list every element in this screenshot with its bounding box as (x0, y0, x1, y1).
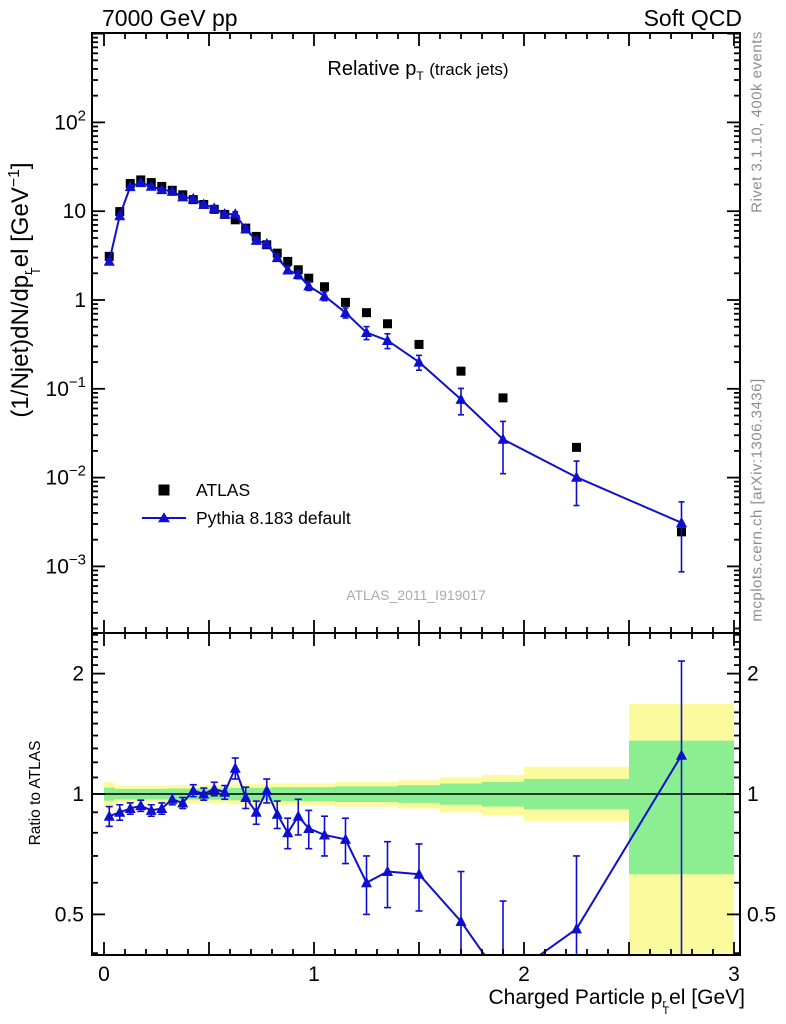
side-note-generator: Rivet 3.1.10, 400k events (748, 31, 766, 213)
header-process-group: Soft QCD (643, 5, 742, 31)
plot-title: Relative pT (track jets) (327, 58, 509, 83)
svg-text:1: 1 (74, 289, 86, 312)
svg-text:10: 10 (63, 200, 86, 223)
main-series (103, 175, 687, 573)
ratio-uncertainty-bands (104, 703, 734, 955)
svg-text:1: 1 (72, 783, 84, 806)
legend-label-atlas: ATLAS (196, 479, 251, 500)
legend-item-pythia: Pythia 8.183 default (140, 507, 351, 529)
ratio-y-axis-label: Ratio to ATLAS (27, 740, 44, 846)
legend-label-pythia: Pythia 8.183 default (196, 507, 351, 528)
svg-text:1: 1 (747, 783, 759, 806)
svg-text:10−3: 10−3 (46, 551, 86, 578)
header-beam-energy: 7000 GeV pp (102, 5, 238, 31)
svg-text:2: 2 (747, 663, 759, 686)
svg-text:10−2: 10−2 (46, 463, 86, 490)
svg-text:0.5: 0.5 (55, 903, 84, 926)
legend-item-atlas: ATLAS (140, 479, 351, 501)
svg-text:0.5: 0.5 (747, 903, 776, 926)
watermark-analysis-id: ATLAS_2011_I919017 (346, 587, 486, 603)
axis-ticks (92, 32, 740, 955)
atlas-square-marker-icon (140, 479, 188, 501)
svg-text:0: 0 (98, 963, 110, 986)
tick-labels: 102 10 1 10−1 10−2 10−3 2 2 1 1 0.5 0.5 0 1 2 3 (46, 107, 777, 986)
svg-text:1: 1 (308, 963, 320, 986)
legend: ATLAS Pythia 8.183 default (140, 479, 351, 529)
svg-text:2: 2 (72, 663, 84, 686)
side-note-source: mcplots.cern.ch [arXiv:1306.3436] (748, 378, 766, 622)
pythia-series (103, 176, 687, 573)
svg-text:10−1: 10−1 (46, 374, 86, 401)
svg-text:102: 102 (54, 107, 86, 134)
svg-text:2: 2 (518, 963, 530, 986)
ratio-series (103, 660, 687, 955)
pythia-triangle-line-marker-icon (140, 507, 188, 529)
svg-text:3: 3 (728, 963, 740, 986)
